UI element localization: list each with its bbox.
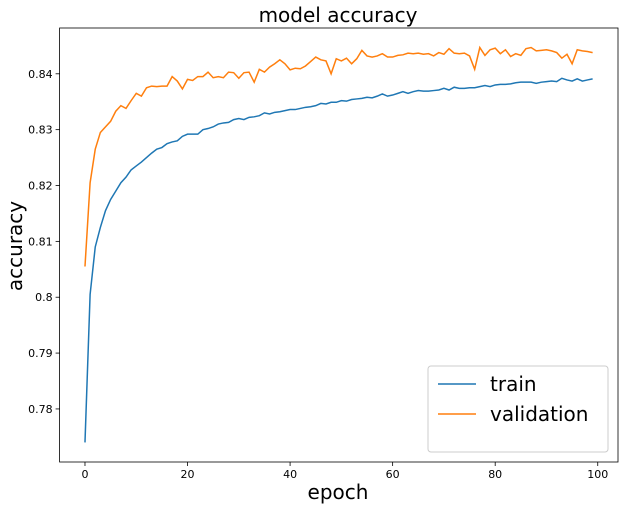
x-tick-label: 100 [587,468,608,481]
y-tick-label: 0.8 [35,291,53,304]
y-tick-label: 0.82 [28,180,53,193]
y-tick-label: 0.83 [28,124,53,137]
legend-label: train [490,372,537,396]
y-axis-label: accuracy [3,201,27,291]
legend-label: validation [490,402,588,426]
y-tick-label: 0.81 [28,235,53,248]
y-tick-label: 0.79 [28,347,53,360]
line-series [84,77,593,443]
chart-title: model accuracy [259,3,418,27]
line-series [84,45,593,267]
legend-box [427,365,609,453]
x-tick-label: 0 [81,468,88,481]
x-tick-label: 40 [283,468,297,481]
x-tick-label: 20 [181,468,195,481]
y-tick-label: 0.84 [28,68,53,81]
x-tick-label: 80 [488,468,502,481]
x-tick-label: 60 [386,468,400,481]
y-tick-label: 0.78 [28,403,53,416]
x-axis-label: epoch [308,480,369,504]
plot-frame [59,27,619,463]
